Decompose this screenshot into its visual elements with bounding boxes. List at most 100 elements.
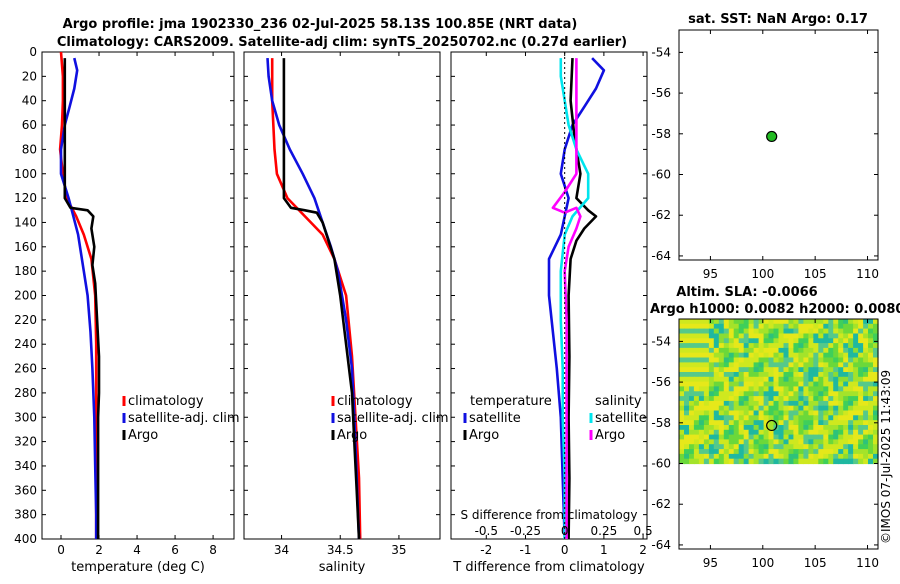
sla-cell: [684, 333, 690, 339]
sla-cell: [858, 343, 864, 349]
sla-cell: [858, 338, 864, 344]
sla-cell: [698, 328, 705, 334]
sla-cell: [753, 391, 760, 397]
sla-cell: [863, 449, 869, 455]
sla-cell: [684, 319, 690, 325]
sla-cell: [713, 386, 720, 392]
sla-cell: [798, 396, 804, 402]
sla-cell: [793, 352, 799, 359]
sla-cell: [773, 381, 780, 387]
sla-cell: [718, 323, 725, 330]
sla-cell: [843, 372, 849, 378]
sla-cell: [863, 328, 869, 334]
sla-cell: [684, 386, 690, 392]
sla-cell: [693, 367, 700, 373]
sla-cell: [863, 362, 869, 368]
sla-cell: [738, 343, 745, 349]
sla-cell: [768, 362, 775, 368]
sla-cell: [763, 410, 770, 416]
sla-cell: [698, 434, 705, 440]
sla-cell: [743, 429, 750, 436]
map-y-tick-label: -58: [651, 416, 671, 430]
sla-cell: [808, 439, 814, 445]
sla-cell: [818, 434, 824, 440]
sla-cell: [868, 386, 874, 392]
sla-cell: [728, 323, 735, 330]
sla-cell: [853, 381, 859, 387]
sla-cell: [783, 372, 790, 378]
sla-cell: [808, 343, 814, 349]
sla-cell: [868, 357, 874, 363]
sla-cell: [763, 352, 770, 359]
sla-cell: [713, 425, 720, 431]
sla-cell: [868, 429, 874, 436]
sla-cell: [793, 319, 799, 325]
sla-cell: [733, 434, 740, 440]
sla-cell: [708, 376, 715, 383]
sla-cell: [818, 338, 824, 344]
sla-cell: [768, 343, 775, 349]
sla-cell: [858, 319, 864, 325]
sla-cell: [863, 415, 869, 421]
sla-cell: [863, 391, 869, 397]
sla-cell: [803, 429, 809, 436]
sla-cell: [763, 367, 770, 373]
sla-cell: [803, 319, 809, 325]
sla-cell: [828, 420, 834, 426]
sla-cell: [778, 439, 785, 445]
sla-cell: [808, 362, 814, 368]
sla-cell: [679, 333, 685, 339]
sla-cell: [718, 352, 725, 359]
sla-cell: [853, 352, 859, 359]
sla-cell: [733, 396, 740, 402]
x-tick-label: -2: [480, 543, 492, 557]
sla-cell: [753, 376, 760, 383]
sla-cell: [748, 386, 755, 392]
sla-cell: [763, 396, 770, 402]
sla-cell: [708, 333, 715, 339]
sla-cell: [818, 362, 824, 368]
sla-cell: [708, 434, 715, 440]
sla-cell: [858, 425, 864, 431]
sla-cell: [813, 352, 819, 359]
sla-cell: [679, 362, 685, 368]
sla-cell: [743, 386, 750, 392]
sla-cell: [684, 434, 690, 440]
sla-cell: [803, 453, 809, 460]
sla-cell: [853, 444, 859, 450]
sla-cell: [788, 319, 795, 325]
sla-cell: [689, 415, 695, 421]
sla-cell: [783, 453, 790, 460]
sla-cell: [758, 323, 765, 330]
sla-cell: [863, 352, 869, 359]
sla-cell: [803, 376, 809, 383]
sla-cell: [763, 420, 770, 426]
x-tick-label: 35: [391, 543, 406, 557]
sla-cell: [803, 352, 809, 359]
sla-cell: [788, 333, 795, 339]
sla-cell: [753, 420, 760, 426]
sla-cell: [698, 333, 705, 339]
x-axis-label: temperature (deg C): [71, 560, 205, 575]
sla-cell: [723, 367, 730, 373]
sla-cell: [718, 429, 725, 436]
sla-cell: [689, 338, 695, 344]
sla-cell: [823, 347, 829, 354]
sla-cell: [828, 429, 834, 436]
sla-cell: [708, 439, 715, 445]
sla-cell: [798, 333, 804, 339]
sla-cell: [758, 362, 765, 368]
sla-cell: [703, 458, 710, 465]
sla-cell: [843, 352, 849, 359]
sla-cell: [798, 347, 804, 354]
sla-cell: [748, 362, 755, 368]
sla-cell: [868, 415, 874, 421]
sla-cell: [818, 429, 824, 436]
sla-cell: [684, 449, 690, 455]
sla-cell: [763, 444, 770, 450]
sla-cell: [743, 372, 750, 378]
sla-cell: [823, 434, 829, 440]
x-tick-label: 8: [209, 543, 217, 557]
sla-cell: [743, 319, 750, 325]
sla-cell: [868, 405, 874, 412]
